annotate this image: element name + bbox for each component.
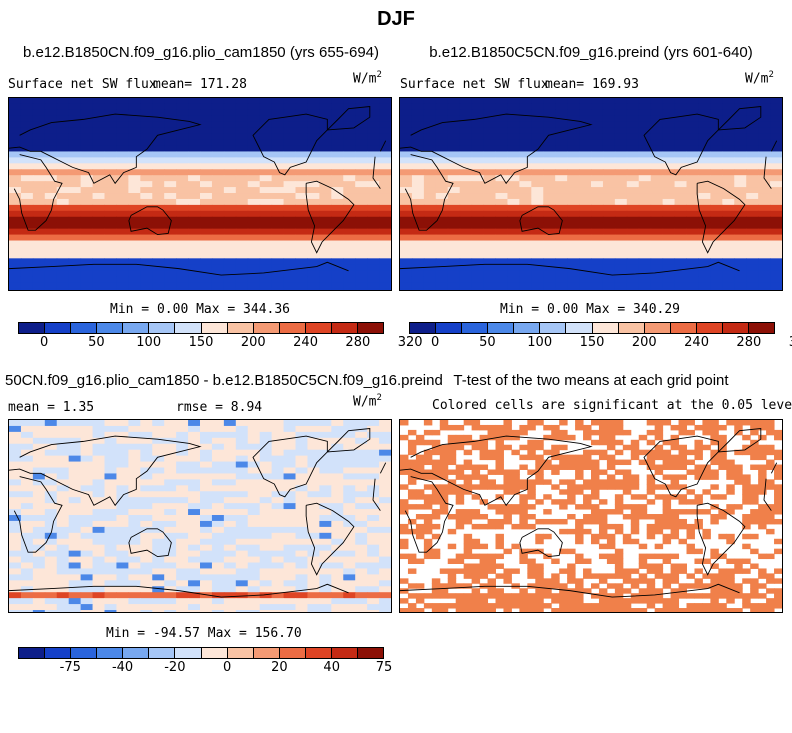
colorbar-swatch	[332, 648, 358, 658]
colorbar-swatch	[306, 648, 332, 658]
colorbar-swatch	[488, 323, 514, 333]
colorbar-tick-label: 200	[632, 335, 657, 350]
colorbar-swatch	[97, 323, 123, 333]
colorbar-tick-label: 50	[88, 335, 105, 350]
panel3-units: W/m2	[353, 393, 382, 409]
colorbar-swatch	[593, 323, 619, 333]
field-cells	[9, 98, 391, 290]
colorbar-tick-label: 75	[376, 660, 393, 675]
colorbar-swatch	[436, 323, 462, 333]
colorbar-tick-label: 240	[684, 335, 709, 350]
colorbar-swatch	[45, 323, 71, 333]
panel2-mean: mean= 169.93	[545, 77, 639, 92]
panel3-map	[8, 419, 392, 613]
colorbar-swatch	[175, 648, 201, 658]
colorbar-tick-label: 280	[345, 335, 370, 350]
panel3-mean: mean = 1.35	[8, 400, 94, 415]
colorbar-tick-label: 20	[271, 660, 288, 675]
colorbar-swatch	[306, 323, 332, 333]
colorbar-swatch	[671, 323, 697, 333]
colorbar-tick-label: 100	[527, 335, 552, 350]
colorbar-swatch	[149, 323, 175, 333]
panel1-units: W/m2	[353, 70, 382, 86]
colorbar-tick-label: 100	[136, 335, 161, 350]
panel4-title: T-test of the two means at each grid poi…	[398, 372, 784, 389]
panel2-variable-label: Surface net SW flux	[400, 77, 549, 92]
colorbar-swatch	[228, 323, 254, 333]
panel1-colorbar	[18, 322, 384, 334]
colorbar-tick-label: 280	[736, 335, 761, 350]
significant-cells	[400, 420, 782, 612]
colorbar-tick-label: 240	[293, 335, 318, 350]
colorbar-tick-label: -75	[60, 660, 81, 675]
colorbar-swatch	[254, 648, 280, 658]
panel1-minmax: Min = 0.00 Max = 344.36	[110, 302, 290, 317]
panel3-minmax: Min = -94.57 Max = 156.70	[106, 626, 302, 641]
colorbar-swatch	[462, 323, 488, 333]
panel3-rmse: rmse = 8.94	[176, 400, 262, 415]
colorbar-swatch	[749, 323, 774, 333]
panel1-title: b.e12.B1850CN.f09_g16.plio_cam1850 (yrs …	[8, 44, 394, 61]
colorbar-tick-label: 40	[323, 660, 340, 675]
colorbar-swatch	[514, 323, 540, 333]
colorbar-tick-label: 0	[40, 335, 48, 350]
field-cells	[9, 420, 391, 612]
field-cells	[400, 98, 782, 290]
panel4-map	[399, 419, 783, 613]
colorbar-tick-label: -40	[112, 660, 133, 675]
colorbar-tick-label: 0	[431, 335, 439, 350]
colorbar-swatch	[202, 648, 228, 658]
colorbar-swatch	[566, 323, 592, 333]
panel3-colorbar	[18, 647, 384, 659]
colorbar-swatch	[175, 323, 201, 333]
colorbar-swatch	[228, 648, 254, 658]
colorbar-swatch	[280, 323, 306, 333]
panel2-title: b.e12.B1850C5CN.f09_g16.preind (yrs 601-…	[398, 44, 784, 61]
colorbar-swatch	[97, 648, 123, 658]
colorbar-swatch	[280, 648, 306, 658]
colorbar-swatch	[19, 648, 45, 658]
colorbar-swatch	[123, 648, 149, 658]
colorbar-swatch	[45, 648, 71, 658]
colorbar-swatch	[540, 323, 566, 333]
colorbar-swatch	[723, 323, 749, 333]
colorbar-swatch	[697, 323, 723, 333]
colorbar-swatch	[358, 323, 383, 333]
panel1-map	[8, 97, 392, 291]
colorbar-swatch	[149, 648, 175, 658]
colorbar-swatch	[71, 648, 97, 658]
panel3-title: 50CN.f09_g16.plio_cam1850 - b.e12.B1850C…	[5, 372, 460, 389]
panel2-map	[399, 97, 783, 291]
colorbar-swatch	[358, 648, 383, 658]
figure-title: DJF	[0, 8, 792, 31]
colorbar-swatch	[410, 323, 436, 333]
colorbar-tick-label: 50	[479, 335, 496, 350]
colorbar-tick-label: 150	[189, 335, 214, 350]
colorbar-tick-label: -20	[164, 660, 185, 675]
panel2-colorbar	[409, 322, 775, 334]
panel2-minmax: Min = 0.00 Max = 340.29	[500, 302, 680, 317]
colorbar-swatch	[19, 323, 45, 333]
colorbar-swatch	[619, 323, 645, 333]
colorbar-swatch	[332, 323, 358, 333]
panel2-units: W/m2	[745, 70, 774, 86]
colorbar-swatch	[71, 323, 97, 333]
colorbar-tick-label: 200	[241, 335, 266, 350]
colorbar-swatch	[202, 323, 228, 333]
colorbar-swatch	[645, 323, 671, 333]
panel1-variable-label: Surface net SW flux	[8, 77, 157, 92]
panel1-mean: mean= 171.28	[153, 77, 247, 92]
colorbar-tick-label: 0	[223, 660, 231, 675]
colorbar-tick-label: 320	[398, 335, 423, 350]
colorbar-swatch	[123, 323, 149, 333]
colorbar-swatch	[254, 323, 280, 333]
colorbar-tick-label: 150	[580, 335, 605, 350]
panel4-subtitle: Colored cells are significant at the 0.0…	[432, 398, 792, 413]
